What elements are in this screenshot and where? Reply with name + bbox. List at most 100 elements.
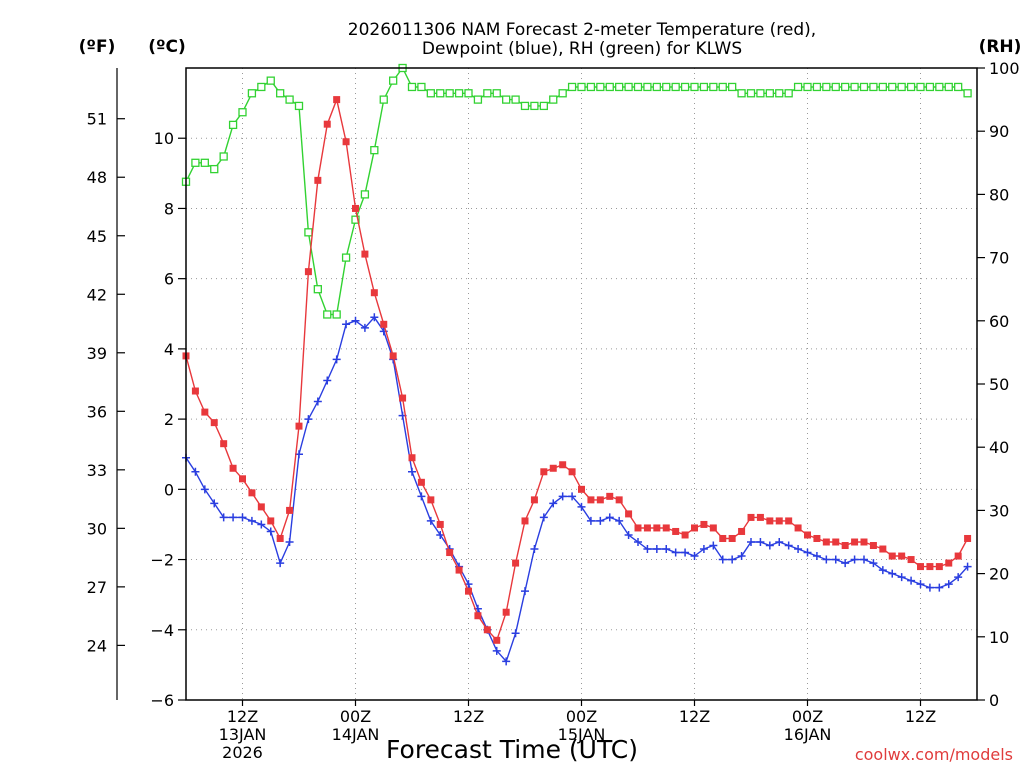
dewpoint-point: [634, 538, 642, 546]
temperature-point: [766, 517, 774, 525]
time-tick-label: 14JAN: [332, 725, 380, 744]
rh-point: [567, 82, 577, 92]
credit-text: coolwx.com/models: [855, 745, 1013, 764]
dewpoint-point: [860, 555, 868, 564]
rh-point: [944, 82, 953, 92]
rh-point: [756, 89, 765, 98]
dewpoint-point: [511, 629, 520, 638]
rh-point: [916, 82, 925, 92]
dewpoint-point: [662, 545, 671, 554]
dewpoint-point: [191, 467, 200, 476]
rh-point: [935, 82, 944, 92]
dewpoint-point: [408, 467, 416, 476]
dewpoint-point: [605, 513, 614, 522]
temperature-point: [361, 250, 369, 258]
rh-point: [483, 89, 492, 98]
temperature-point: [549, 464, 557, 472]
temperature-point: [888, 552, 896, 560]
temperature-point: [719, 534, 727, 542]
rh-point: [426, 89, 435, 98]
chart-title: 2026011306 NAM Forecast 2-meter Temperat…: [348, 20, 816, 59]
rh-point: [624, 82, 633, 92]
rh-point: [341, 253, 351, 262]
rh-point: [502, 95, 511, 104]
time-tick-label: 16JAN: [784, 725, 832, 744]
temperature-point: [493, 636, 501, 644]
time-tick-label: 12Z: [227, 707, 258, 726]
celsius-tick-label: −4: [150, 621, 174, 640]
fahrenheit-axis: 24 27 30 33 36 39 42 45 48 51: [87, 68, 125, 700]
time-tick-label: 00Z: [792, 707, 823, 726]
dewpoint-point: [652, 545, 661, 554]
dewpoint-point: [342, 320, 351, 329]
fahrenheit-tick-label: 45: [87, 227, 107, 246]
temperature-point: [813, 534, 821, 542]
rh-point: [539, 101, 548, 111]
dewpoint-point: [596, 516, 605, 525]
x-axis-title: Forecast Time (UTC): [386, 735, 638, 764]
dewpoint-point: [916, 580, 925, 589]
rh-point: [662, 82, 671, 92]
temperature-point: [465, 587, 472, 595]
rh-point: [690, 82, 699, 92]
temperature-point: [709, 524, 717, 532]
time-tick-label: 13JAN: [219, 725, 267, 744]
rh-point: [859, 82, 869, 92]
rh-point: [784, 89, 793, 98]
dewpoint-point: [417, 492, 426, 501]
dewpoint-point: [671, 548, 680, 557]
time-tick-label: 00Z: [566, 707, 597, 726]
rh-point: [247, 89, 257, 98]
rh-point: [228, 120, 238, 130]
temperature-point: [502, 608, 510, 616]
time-tick-label: 12Z: [679, 707, 710, 726]
rh-unit-label: (RH): [979, 37, 1022, 57]
rh-point: [473, 95, 483, 104]
temperature-point: [399, 394, 407, 402]
rh-point: [294, 101, 304, 111]
rh-point: [822, 82, 831, 92]
temperature-point: [672, 527, 680, 535]
rh-point: [257, 82, 266, 92]
temperature-point: [201, 408, 209, 416]
rh-point: [831, 82, 840, 92]
rh-point: [793, 82, 803, 92]
temperature-point: [917, 563, 924, 571]
dewpoint-point: [765, 541, 774, 550]
temperature-point: [681, 531, 689, 539]
dewpoint-point: [925, 583, 934, 592]
fahrenheit-tick-label: 33: [87, 461, 107, 480]
dewpoint-point: [360, 323, 369, 332]
rh-point: [709, 82, 718, 92]
plot-frame: [185, 67, 978, 701]
celsius-tick-label: 8: [164, 199, 174, 218]
temperature-point: [643, 524, 651, 532]
temperature-point: [691, 524, 698, 532]
temperature-point: [304, 268, 312, 276]
dewpoint-point: [747, 538, 755, 546]
rh-point: [511, 95, 520, 104]
dewpoint-point: [502, 657, 511, 666]
celsius-tick-label: 6: [164, 270, 174, 289]
temperature-point: [596, 496, 604, 504]
rh-point: [869, 82, 878, 92]
rh-point: [775, 89, 784, 98]
rh-point: [699, 82, 709, 92]
dewpoint-point: [944, 580, 953, 589]
time-tick-label: 12Z: [905, 707, 936, 726]
rh-tick-label: 30: [989, 501, 1009, 520]
time-tick-label: 15JAN: [558, 725, 606, 744]
temperature-point: [436, 520, 444, 528]
dewpoint-point: [492, 646, 501, 655]
celsius-tick-label: −2: [150, 551, 174, 570]
temperature-point: [615, 496, 623, 504]
dewpoint-point: [756, 538, 765, 546]
fahrenheit-tick-label: 42: [87, 285, 107, 304]
temperature-point: [700, 520, 708, 528]
celsius-tick-label: 10: [154, 129, 174, 148]
series-rh: [181, 63, 972, 319]
dewpoint-point: [219, 513, 228, 522]
rh-point: [389, 76, 398, 85]
rh-point: [633, 82, 643, 92]
dewpoint-point: [313, 397, 322, 406]
